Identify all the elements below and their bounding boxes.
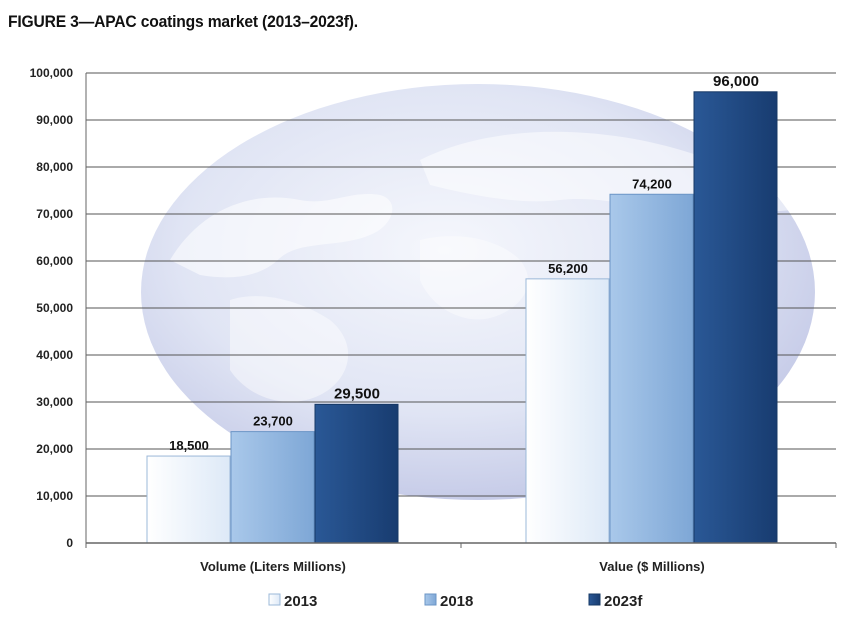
y-tick-label: 50,000 <box>36 301 73 315</box>
legend: 2013 2018 2023f <box>268 593 643 610</box>
y-tick-label: 30,000 <box>36 395 73 409</box>
legend-label-2013: 2013 <box>284 593 317 610</box>
bar-2013-volume <box>146 455 231 544</box>
y-tick-label: 100,000 <box>30 66 74 80</box>
y-tick-label: 80,000 <box>36 160 73 174</box>
data-label: 96,000 <box>713 73 759 90</box>
category-label: Value ($ Millions) <box>599 559 704 574</box>
data-label: 29,500 <box>334 385 380 402</box>
bar-2023f-value <box>693 91 778 544</box>
data-label: 18,500 <box>169 438 209 453</box>
y-tick-label: 10,000 <box>36 489 73 503</box>
y-tick-label: 90,000 <box>36 113 73 127</box>
y-tick-label: 70,000 <box>36 207 73 221</box>
legend-swatch-2013 <box>268 593 281 606</box>
bars <box>146 91 778 544</box>
legend-swatch-2023f <box>588 593 601 606</box>
legend-label-2023f: 2023f <box>604 593 643 610</box>
data-labels: 18,500 23,700 29,500 56,200 74,200 96,000 <box>169 73 759 453</box>
figure-title: FIGURE 3—APAC coatings market (2013–2023… <box>8 12 358 31</box>
y-tick-label: 0 <box>66 536 73 550</box>
bar-2023f-volume <box>314 403 399 544</box>
data-label: 74,200 <box>632 176 672 191</box>
legend-swatch-2018 <box>424 593 437 606</box>
y-tick-label: 40,000 <box>36 348 73 362</box>
y-tick-label: 20,000 <box>36 442 73 456</box>
y-axis-tick-labels: 0 10,000 20,000 30,000 40,000 50,000 60,000 70,… <box>30 66 74 550</box>
bar-2013-value <box>525 278 610 544</box>
y-tick-label: 60,000 <box>36 254 73 268</box>
bar-2018-volume <box>230 431 315 544</box>
legend-label-2018: 2018 <box>440 593 473 610</box>
bar-2018-value <box>609 193 694 544</box>
data-label: 23,700 <box>253 414 293 429</box>
x-axis-category-labels: Volume (Liters Millions) Value ($ Million… <box>200 559 705 574</box>
x-axis <box>85 73 837 548</box>
data-label: 56,200 <box>548 261 588 276</box>
category-label: Volume (Liters Millions) <box>200 559 346 574</box>
